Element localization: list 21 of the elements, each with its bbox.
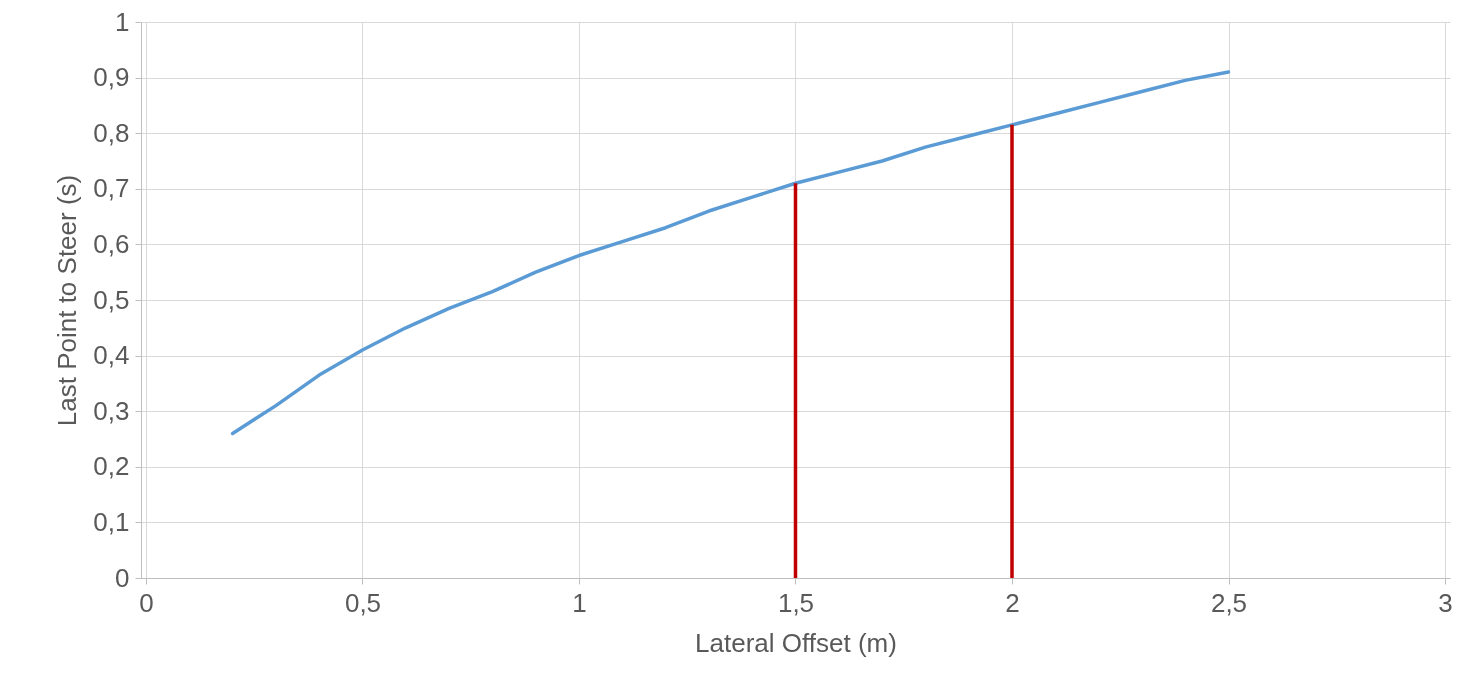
- x-tick-label: 3: [1438, 587, 1453, 618]
- y-tick-label: 0,4: [93, 340, 130, 371]
- y-tick-label: 0: [115, 562, 130, 593]
- x-tick-label: 0,5: [344, 587, 382, 618]
- x-tick-label: 2: [1005, 587, 1020, 618]
- x-tick-label: 1,5: [777, 587, 815, 618]
- y-tick-label: 0,2: [93, 451, 130, 482]
- y-tick-label: 0,7: [93, 173, 130, 204]
- x-tick-label: 2,5: [1210, 587, 1248, 618]
- y-axis-title: Last Point to Steer (s): [52, 174, 83, 427]
- y-tick-label: 0,8: [93, 117, 130, 148]
- y-tick-label: 0,1: [93, 506, 130, 537]
- x-tick-label: 1: [572, 587, 587, 618]
- line-series: [230, 70, 1231, 436]
- y-tick-label: 0,3: [93, 395, 130, 426]
- y-tick-label: 1: [115, 6, 130, 37]
- y-tick-label: 0,5: [93, 284, 130, 315]
- x-axis-title: Lateral Offset (m): [695, 627, 897, 658]
- x-tick-label: 0: [139, 587, 154, 618]
- y-tick-label: 0,9: [93, 62, 130, 93]
- y-tick-label: 0,6: [93, 228, 130, 259]
